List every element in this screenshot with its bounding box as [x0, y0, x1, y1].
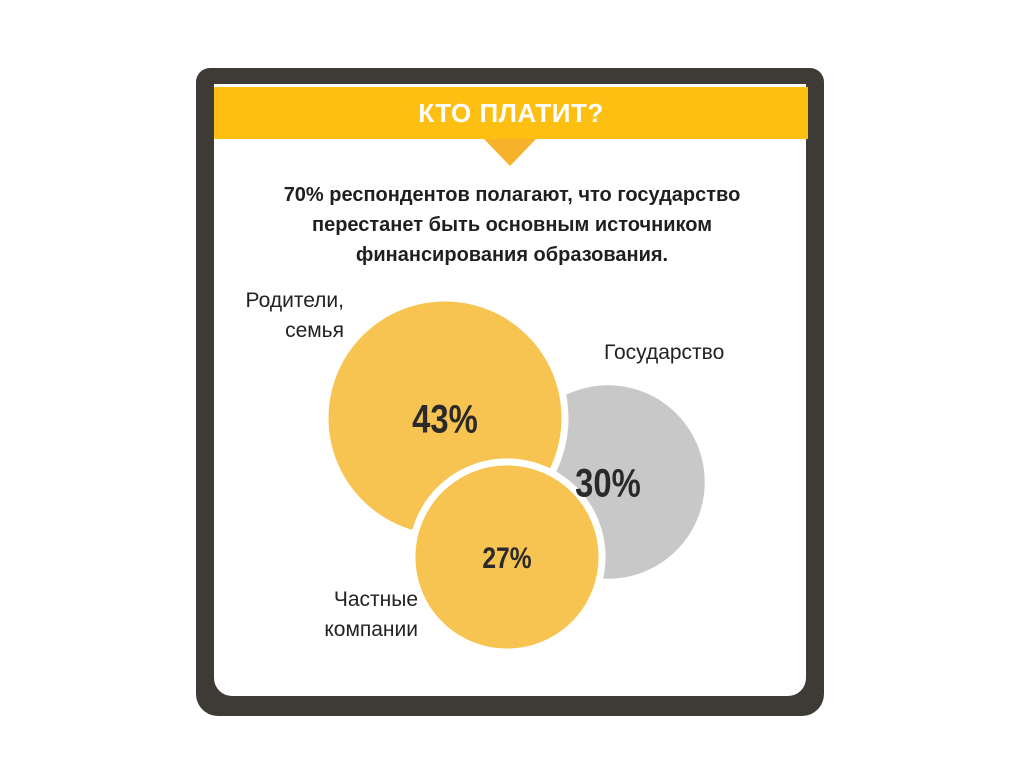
- label-companies-line1: Частные: [333, 588, 418, 611]
- bubble-state-value: 30%: [575, 460, 641, 505]
- label-parents-line1: Родители,: [245, 289, 344, 312]
- label-state: Государство: [604, 338, 724, 368]
- bubble-companies-value: 27%: [482, 540, 531, 574]
- label-companies-line2: компании: [324, 618, 418, 641]
- chart-subtitle: 70% респондентов полагают, что государст…: [283, 184, 741, 266]
- bubble-companies: [408, 458, 606, 656]
- bubble-parents-value: 43%: [412, 396, 478, 441]
- label-state-line1: Государство: [604, 341, 725, 364]
- banner-pointer: [484, 139, 536, 166]
- label-parents-line2: семья: [285, 319, 344, 342]
- label-companies: Частные компании: [300, 585, 418, 645]
- label-parents: Родители, семья: [226, 286, 344, 346]
- page-title: КТО ПЛАТИТ?: [214, 87, 808, 139]
